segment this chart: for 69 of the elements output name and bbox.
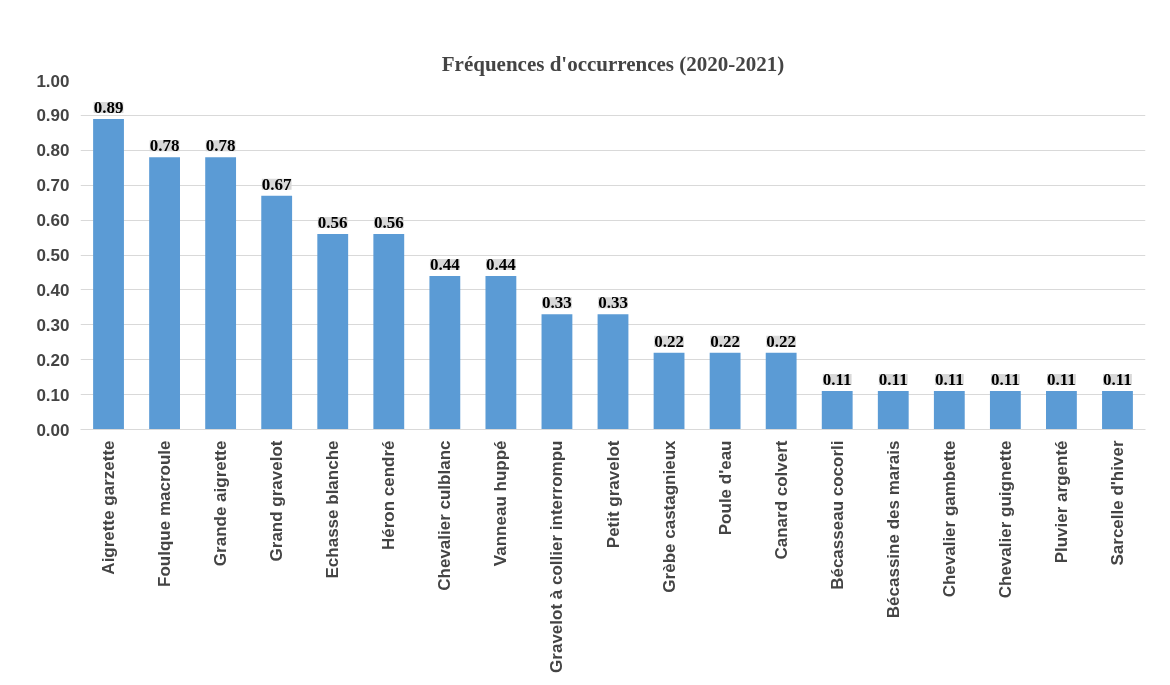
bar [1102,391,1133,430]
data-label: 0.22 [654,331,684,351]
y-tick-label: 0.50 [36,246,70,265]
bar [541,314,573,430]
x-tick-label: Foulque macroule [155,440,175,587]
x-tick-label: Petit gravelot [603,440,623,549]
bar [933,391,965,430]
x-tick-label: Grèbe castagnieux [659,439,679,593]
bar [205,157,237,430]
data-label: 0.44 [486,254,517,274]
x-tick-label: Chevalier guignette [995,440,1015,599]
data-label: 0.22 [766,331,797,351]
x-tick-label: Echasse blanche [323,440,343,579]
y-tick-label: 0.90 [36,106,70,126]
bar [989,391,1021,430]
data-label: 0.78 [149,136,180,156]
x-tick-label: Héron cendré [379,440,399,551]
y-tick-label: 0.00 [36,420,70,440]
y-tick-label: 0.10 [36,385,70,405]
bar [429,275,461,430]
data-label: 0.89 [93,97,124,117]
bar [821,391,853,430]
data-label: 0.33 [542,293,572,313]
chart-title: Fréquences d'occurrences (2020-2021) [441,51,785,76]
data-label: 0.78 [205,136,236,156]
bar [373,234,405,430]
x-tick-label: Grande aigrette [211,440,231,567]
data-label: 0.11 [1047,370,1076,390]
bar [317,234,349,430]
bar [485,275,517,430]
y-tick-label: 0.20 [36,350,70,370]
x-tick-label: Vanneau huppé [491,440,511,567]
bar [597,314,629,430]
y-tick-label: 0.40 [36,280,70,300]
x-tick-label: Aigrette garzette [99,440,119,575]
bar [765,352,797,430]
y-tick-label: 0.80 [36,141,70,161]
data-label: 0.67 [261,174,293,194]
data-label: 0.11 [1103,370,1132,390]
x-tick-label: Pluvier argenté [1051,440,1071,564]
y-tick-label: 0.60 [36,211,70,231]
data-label: 0.56 [317,213,348,233]
data-label: 0.44 [429,254,461,274]
x-tick-label: Chevalier gambette [939,440,959,598]
bar [93,118,124,430]
bar [653,352,685,430]
bar [261,195,293,430]
data-label: 0.11 [822,370,852,390]
y-tick-label: 0.70 [36,176,70,196]
x-tick-label: Gravelot à collier interrompu [547,440,567,673]
x-tick-label: Canard colvert [771,440,791,560]
x-tick-label: Bécassine des marais [883,440,903,619]
x-tick-label: Sarcelle d'hiver [1107,440,1127,566]
x-tick-label: Grand gravelot [267,440,287,562]
x-tick-label: Bécasseau cocorli [827,440,847,590]
bar [1046,391,1077,430]
x-tick-label: Poule d'eau [715,440,735,536]
bar [877,391,909,430]
data-label: 0.56 [373,213,404,233]
bar [709,352,741,430]
y-tick-label: 0.30 [36,315,70,335]
data-label: 0.11 [878,370,908,390]
bar [149,157,180,430]
y-tick-label: 1.00 [36,71,70,91]
data-label: 0.33 [598,293,628,313]
x-tick-label: Chevalier culblanc [435,440,455,591]
data-label: 0.11 [990,370,1020,390]
data-label: 0.11 [934,370,964,390]
data-label: 0.22 [710,331,740,351]
